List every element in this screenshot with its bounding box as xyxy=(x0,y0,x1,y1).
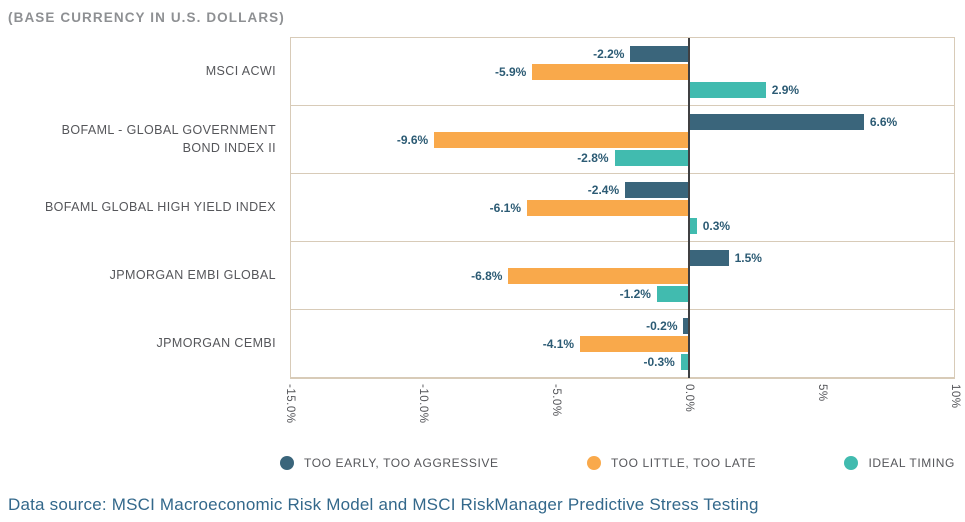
bar-line: -2.4% xyxy=(291,181,954,198)
data-source-note: Data source: MSCI Macroeconomic Risk Mod… xyxy=(8,495,759,514)
bar-ideal-timing xyxy=(680,353,689,370)
bar-ideal-timing xyxy=(688,217,697,234)
bar-too-early-too-aggressive xyxy=(683,317,689,334)
bar-line: -0.3% xyxy=(291,353,954,370)
bar-too-little-too-late xyxy=(532,63,689,80)
bar-line: -1.2% xyxy=(291,285,954,302)
category-label: JPMORGAN CEMBI xyxy=(156,335,276,350)
chart-row: -2.4% -6.1% 0.3% xyxy=(291,174,954,242)
category-label: JPMORGAN EMBI GLOBAL xyxy=(109,267,276,282)
zero-axis-line xyxy=(687,38,690,378)
chart-row: -0.2% -4.1% -0.3% xyxy=(291,310,954,378)
bar-too-early-too-aggressive xyxy=(630,45,689,62)
bar-line: -6.1% xyxy=(291,199,954,216)
value-label: 1.5% xyxy=(734,250,762,265)
legend-dot xyxy=(844,456,859,470)
bar-ideal-timing xyxy=(688,81,766,98)
legend-item-too-little-too-late: TOO LITTLE, TOO LATE xyxy=(586,456,757,470)
bar-line: -9.6% xyxy=(291,131,954,148)
chart-row: 1.5% -6.8% -1.2% xyxy=(291,242,954,310)
value-label: -1.2% xyxy=(619,286,651,301)
x-tick-label: -15.0% xyxy=(284,384,296,424)
legend-label: TOO LITTLE, TOO LATE xyxy=(610,456,757,470)
value-label: -4.1% xyxy=(542,336,575,351)
bar-chart: MSCI ACWI BOFAML - GLOBAL GOVERNMENT BOND… xyxy=(8,37,955,379)
legend-dot xyxy=(586,456,601,470)
value-label: -6.8% xyxy=(471,268,503,283)
legend-item-too-early-too-aggressive: TOO EARLY, TOO AGGRESSIVE xyxy=(280,456,499,470)
bar-line: -5.9% xyxy=(291,63,954,80)
category-label: BOFAML - GLOBAL GOVERNMENT BOND INDEX II xyxy=(61,122,276,155)
x-tick-label: 10% xyxy=(949,384,961,409)
x-tick-label: -5.0% xyxy=(550,384,562,417)
value-label: -2.2% xyxy=(593,46,625,61)
chart-row: 6.6% -9.6% -2.8% xyxy=(291,106,954,174)
legend-dot xyxy=(280,456,294,470)
legend-item-ideal-timing: IDEAL TIMING xyxy=(844,456,955,470)
value-label: -0.3% xyxy=(643,354,675,369)
legend-label: TOO EARLY, TOO AGGRESSIVE xyxy=(304,456,499,470)
bar-line: -0.2% xyxy=(291,317,954,334)
category-label: BOFAML GLOBAL HIGH YIELD INDEX xyxy=(44,199,276,214)
bar-line: 0.3% xyxy=(291,217,954,234)
x-tick-label: -10.0% xyxy=(417,384,429,424)
value-label: 0.3% xyxy=(702,218,731,233)
value-label: -0.2% xyxy=(646,318,678,333)
x-tick-label: 5% xyxy=(816,384,828,402)
bar-line: 6.6% xyxy=(291,113,954,130)
legend: TOO EARLY, TOO AGGRESSIVE TOO LITTLE, TOO… xyxy=(280,451,955,475)
bar-ideal-timing xyxy=(656,285,689,302)
bar-line: -2.2% xyxy=(291,45,954,62)
bar-too-early-too-aggressive xyxy=(688,113,864,130)
bar-line: 1.5% xyxy=(291,249,954,266)
bar-too-early-too-aggressive xyxy=(688,249,729,266)
x-tick-label: 0.0% xyxy=(683,384,695,413)
bar-line: 2.9% xyxy=(291,81,954,98)
plot-area: -2.2% -5.9% 2.9% 6.6% -9.6% -2.8% -2.4% -6.1% 0.… xyxy=(290,37,955,379)
bar-too-early-too-aggressive xyxy=(625,181,689,198)
bar-ideal-timing xyxy=(614,149,689,166)
bar-too-little-too-late xyxy=(527,199,689,216)
bar-too-little-too-late xyxy=(580,335,689,352)
x-axis: -15.0% -10.0% -5.0% 0.0% 5% 10% xyxy=(284,379,961,449)
legend-label: IDEAL TIMING xyxy=(868,456,955,470)
value-label: -9.6% xyxy=(396,132,429,147)
category-label: MSCI ACWI xyxy=(205,63,276,78)
chart-row: -2.2% -5.9% 2.9% xyxy=(291,38,954,106)
value-label: -2.4% xyxy=(587,182,620,197)
chart-title: (BASE CURRENCY IN U.S. DOLLARS) xyxy=(8,10,285,25)
value-label: -6.1% xyxy=(489,200,522,215)
bar-too-little-too-late xyxy=(508,267,689,284)
value-label: 2.9% xyxy=(771,82,800,97)
value-label: 6.6% xyxy=(869,114,898,129)
bar-line: -4.1% xyxy=(291,335,954,352)
bar-line: -6.8% xyxy=(291,267,954,284)
bar-line: -2.8% xyxy=(291,149,954,166)
value-label: -5.9% xyxy=(494,64,527,79)
category-axis: MSCI ACWI BOFAML - GLOBAL GOVERNMENT BOND… xyxy=(8,37,290,379)
bar-too-little-too-late xyxy=(434,131,689,148)
value-label: -2.8% xyxy=(577,150,609,165)
